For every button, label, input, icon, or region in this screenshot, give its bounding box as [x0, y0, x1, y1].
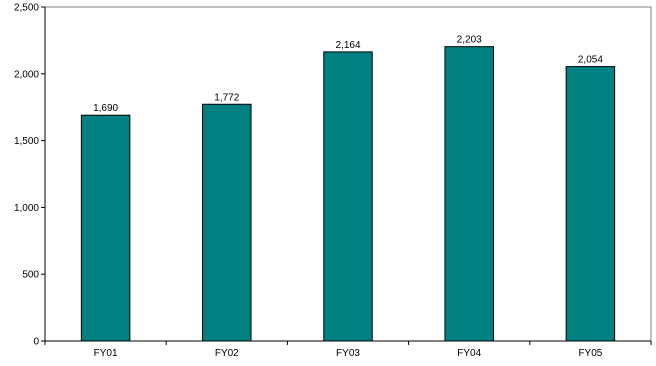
y-tick-label: 0 — [33, 337, 39, 348]
data-labels: 1,690 1,772 2,164 2,203 2,054 — [93, 35, 603, 115]
x-tick-label: FY02 — [215, 348, 239, 359]
bar-data-label: 1,772 — [214, 92, 239, 103]
bar — [202, 103, 252, 342]
bar — [444, 46, 494, 342]
y-tick-label: 500 — [22, 270, 39, 281]
x-tick-label: FY03 — [336, 348, 360, 359]
x-tick-label: FY01 — [94, 348, 118, 359]
bar-series — [80, 46, 616, 342]
y-tick-label: 2,500 — [14, 3, 39, 14]
y-axis: 0 500 1,000 1,500 2,000 2,500 — [14, 3, 46, 348]
y-tick-label: 1,000 — [14, 203, 39, 214]
bar-data-label: 1,690 — [93, 103, 118, 114]
bar-data-label: 2,164 — [335, 40, 360, 51]
bar — [80, 114, 131, 342]
y-tick-label: 2,000 — [14, 69, 39, 80]
bar — [565, 66, 616, 342]
y-tick-label: 1,500 — [14, 136, 39, 147]
bar-data-label: 2,203 — [457, 35, 482, 46]
x-tick-label: FY05 — [578, 348, 602, 359]
x-tick-label: FY04 — [457, 348, 481, 359]
bar — [323, 51, 373, 342]
x-axis: FY01 FY02 FY03 FY04 FY05 — [44, 340, 652, 359]
bar-data-label: 2,054 — [578, 55, 603, 66]
